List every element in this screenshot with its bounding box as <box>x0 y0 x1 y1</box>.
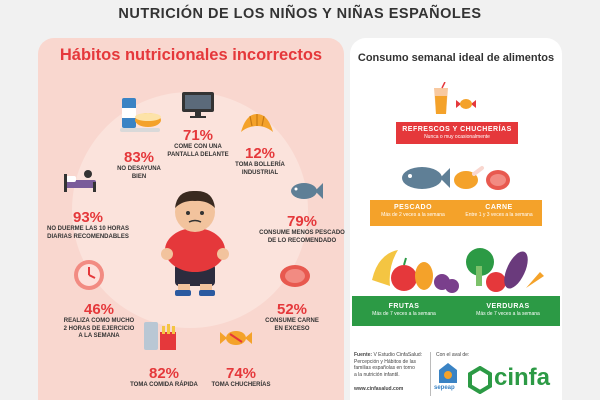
footer-divider <box>430 352 431 396</box>
stat-caption: TOMA CHUCHERÍAS <box>211 382 271 388</box>
fruits-title: FRUTAS <box>388 303 420 310</box>
fish-group-icon <box>402 166 510 190</box>
stat-caption: NO DUERME LAS 10 HORAS DIARIAS RECOMENDAB… <box>46 226 129 240</box>
stat-caption: NO DESAYUNA BIEN <box>117 166 161 180</box>
sweets-ribbon: REFRESCOS Y CHUCHERÍAS Nunca o muy ocasi… <box>396 122 518 144</box>
sepeap-logo-icon <box>439 363 457 383</box>
stat-percentage: 71% <box>182 127 214 144</box>
page-title: NUTRICIÓN DE LOS NIÑOS Y NIÑAS ESPAÑOLES <box>118 6 482 22</box>
cinfa-logo-icon <box>468 366 492 394</box>
vegetables-frequency: Más de 7 veces a la semana <box>476 311 540 317</box>
fish-icon <box>291 183 323 199</box>
sepeap-label: sepeap <box>434 385 455 391</box>
stat-percentage: 79% <box>286 213 318 230</box>
stat-candy: 74% TOMA CHUCHERÍAS <box>206 366 276 390</box>
stat-fast-food: 82% TOMA COMIDA RÁPIDA <box>124 366 204 390</box>
croissant-icon <box>241 114 273 132</box>
fish-meat-ribbon: PESCADO Más de 2 veces a la semana CARNE… <box>370 200 542 226</box>
meat-icon <box>280 265 310 287</box>
fast-food-icon <box>144 322 176 350</box>
fruits-frequency: Más de 7 veces a la semana <box>372 311 436 317</box>
stat-percentage: 74% <box>225 365 257 382</box>
child-illustration <box>161 190 229 296</box>
candy-icon <box>220 331 252 345</box>
stat-caption: REALIZA COMO MUCHO 2 HORAS DE EJERCICIO A … <box>63 318 135 339</box>
stat-percentage: 82% <box>148 365 180 382</box>
cinfa-label: cinfa <box>494 364 551 391</box>
stat-percentage: 93% <box>72 209 104 226</box>
stat-caption: TOMA BOLLERÍA INDUSTRIAL <box>235 162 285 176</box>
stat-percentage: 52% <box>276 301 308 318</box>
fruits-vegetables-icon <box>372 248 544 293</box>
stat-caption: CONSUME MENOS PESCADO DE LO RECOMENDADO <box>259 230 345 244</box>
stat-caption: TOMA COMIDA RÁPIDA <box>130 382 198 388</box>
soda-candy-icon <box>434 82 476 114</box>
stat-screen: 71% COME CON UNA PANTALLA DELANTE <box>160 128 236 159</box>
stat-percentage: 12% <box>244 145 276 162</box>
tv-icon <box>182 92 214 118</box>
stat-breakfast: 83% NO DESAYUNA BIEN <box>104 150 174 181</box>
website-url: www.cinfasalud.com <box>354 386 404 392</box>
stat-exercise: 46% REALIZA COMO MUCHO 2 HORAS DE EJERCIC… <box>56 302 142 341</box>
stat-fish: 79% CONSUME MENOS PESCADO DE LO RECOMENDA… <box>252 214 352 245</box>
vegetables-title: VERDURAS <box>486 303 530 310</box>
bed-icon <box>64 170 96 192</box>
stat-caption: CONSUME CARNE EN EXCESO <box>265 318 319 332</box>
endorsement-label: Con el aval de: <box>436 352 470 358</box>
stat-pastries: 12% TOMA BOLLERÍA INDUSTRIAL <box>228 146 292 177</box>
weekly-consumption-title: Consumo semanal ideal de alimentos <box>357 52 555 64</box>
stat-percentage: 46% <box>83 301 115 318</box>
sweets-frequency: Nunca o muy ocasionalmente <box>424 134 490 140</box>
incorrect-habits-title: Hábitos nutricionales incorrectos <box>59 46 323 64</box>
fish-title: PESCADO <box>393 204 433 211</box>
meat-frequency: Entre 1 y 3 veces a la semana <box>465 212 533 218</box>
clock-icon <box>74 260 104 290</box>
stat-caption: COME CON UNA PANTALLA DELANTE <box>167 144 229 158</box>
breakfast-icon <box>120 98 161 132</box>
stat-sleep: 93% NO DUERME LAS 10 HORAS DIARIAS RECOME… <box>40 210 136 241</box>
fish-frequency: Más de 2 veces a la semana <box>381 212 445 218</box>
stat-percentage: 83% <box>123 149 155 166</box>
source-note: Fuente: V Estudio CinfaSalud: Percepción… <box>354 352 423 378</box>
fruits-vegetables-ribbon: FRUTAS Más de 7 veces a la semana VERDUR… <box>352 296 560 326</box>
stat-meat: 52% CONSUME CARNE EN EXCESO <box>260 302 324 333</box>
sweets-title: REFRESCOS Y CHUCHERÍAS <box>402 126 512 133</box>
meat-title: CARNE <box>485 204 513 211</box>
